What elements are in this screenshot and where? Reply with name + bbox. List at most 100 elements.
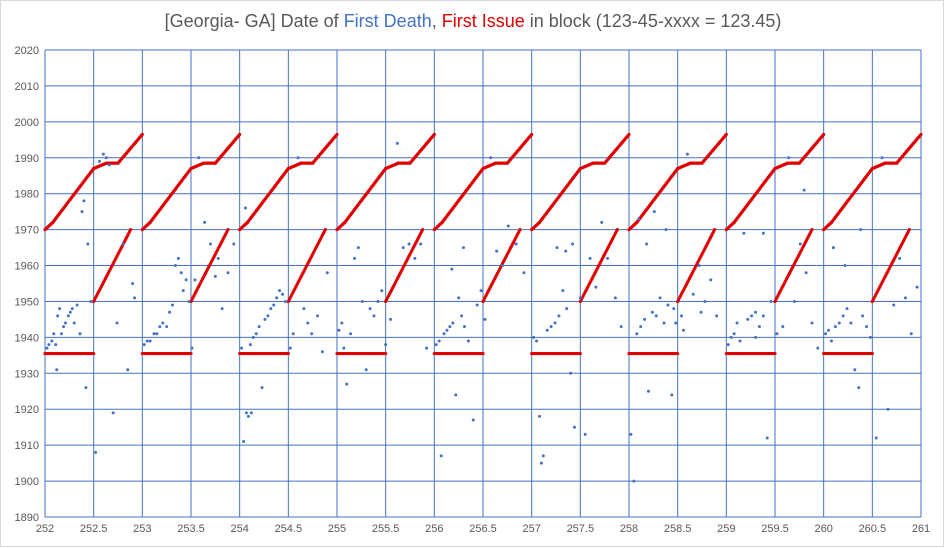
first-death-point — [280, 292, 284, 296]
x-tick-label: 261 — [912, 523, 930, 535]
first-death-point — [368, 307, 372, 311]
first-death-point — [833, 325, 837, 329]
first-death-point — [384, 343, 388, 347]
first-death-point — [242, 440, 246, 444]
first-death-point — [845, 307, 849, 311]
first-death-point — [197, 156, 201, 160]
first-death-point — [254, 332, 258, 336]
first-death-point — [471, 418, 475, 422]
y-tick-label: 1920 — [15, 404, 39, 416]
first-death-point — [407, 242, 411, 246]
first-death-point — [549, 325, 553, 329]
first-death-point — [495, 249, 499, 253]
first-death-point — [226, 271, 230, 275]
first-death-point — [765, 436, 769, 440]
first-death-point — [283, 299, 287, 303]
title-part-3: , — [431, 11, 442, 31]
first-death-point — [454, 393, 458, 397]
first-death-point — [555, 246, 559, 250]
first-death-point — [600, 220, 604, 224]
first-death-point — [792, 299, 796, 303]
first-death-point — [754, 310, 758, 314]
first-death-point — [506, 224, 510, 228]
first-issue-point — [226, 228, 230, 232]
first-death-point — [278, 289, 282, 293]
first-death-point — [272, 303, 276, 307]
first-death-point — [903, 296, 907, 300]
first-issue-point — [919, 132, 923, 137]
first-death-point — [475, 303, 479, 307]
x-tick-label: 260 — [814, 523, 832, 535]
first-death-point — [489, 156, 493, 160]
first-death-point — [569, 371, 573, 375]
first-death-point — [754, 335, 758, 339]
first-death-point — [637, 217, 641, 221]
first-death-point — [56, 314, 60, 318]
first-death-point — [47, 343, 51, 347]
first-death-point — [340, 321, 344, 325]
first-death-point — [541, 454, 545, 458]
first-death-point — [115, 321, 119, 325]
first-death-point — [401, 246, 405, 250]
chart-title: [Georgia- GA] Date of First Death, First… — [1, 11, 944, 32]
first-death-point — [632, 479, 636, 483]
first-death-point — [553, 321, 557, 325]
first-death-point — [98, 159, 102, 163]
first-death-point — [296, 156, 300, 160]
first-death-point — [606, 256, 610, 260]
first-death-point — [646, 389, 650, 393]
first-death-point — [578, 296, 582, 300]
first-death-point — [864, 325, 868, 329]
first-death-point — [514, 242, 518, 246]
first-death-point — [757, 325, 761, 329]
first-issue-point — [676, 351, 680, 356]
first-issue-point — [907, 228, 911, 232]
first-death-point — [448, 325, 452, 329]
first-death-point — [769, 299, 773, 303]
first-death-point — [880, 156, 884, 160]
first-death-point — [463, 325, 467, 329]
first-death-point — [691, 292, 695, 296]
first-death-point — [750, 314, 754, 318]
first-death-point — [666, 303, 670, 307]
first-death-point — [857, 386, 861, 390]
first-death-point — [674, 321, 678, 325]
y-tick-label: 1910 — [15, 440, 39, 452]
first-death-point — [670, 393, 674, 397]
first-death-point — [437, 339, 441, 343]
first-death-point — [798, 242, 802, 246]
first-death-point — [82, 199, 86, 203]
first-death-point — [824, 332, 828, 336]
first-death-point — [45, 346, 49, 350]
first-death-point — [594, 285, 598, 289]
first-death-point — [868, 335, 872, 339]
first-issue-point — [810, 228, 814, 232]
first-death-point — [466, 339, 470, 343]
first-death-point — [61, 325, 65, 329]
first-death-point — [165, 325, 169, 329]
first-death-point — [886, 407, 890, 411]
x-tick-label: 260.5 — [859, 523, 887, 535]
first-issue-point — [384, 351, 388, 356]
first-death-point — [55, 368, 59, 372]
first-death-point — [827, 328, 831, 332]
first-death-point — [483, 317, 487, 321]
first-death-point — [58, 307, 62, 311]
first-death-point — [557, 314, 561, 318]
first-death-point — [337, 328, 341, 332]
first-death-point — [685, 152, 689, 156]
first-death-point — [148, 339, 152, 343]
first-death-point — [75, 303, 79, 307]
first-death-point — [898, 256, 902, 260]
first-death-point — [133, 296, 137, 300]
first-death-point — [155, 332, 159, 336]
first-death-point — [859, 228, 863, 232]
first-death-point — [80, 210, 84, 214]
first-death-point — [302, 307, 306, 311]
first-issue-point — [773, 351, 777, 356]
first-death-point — [804, 271, 808, 275]
first-death-point — [216, 256, 220, 260]
first-death-point — [654, 314, 658, 318]
first-issue-point — [335, 132, 339, 137]
